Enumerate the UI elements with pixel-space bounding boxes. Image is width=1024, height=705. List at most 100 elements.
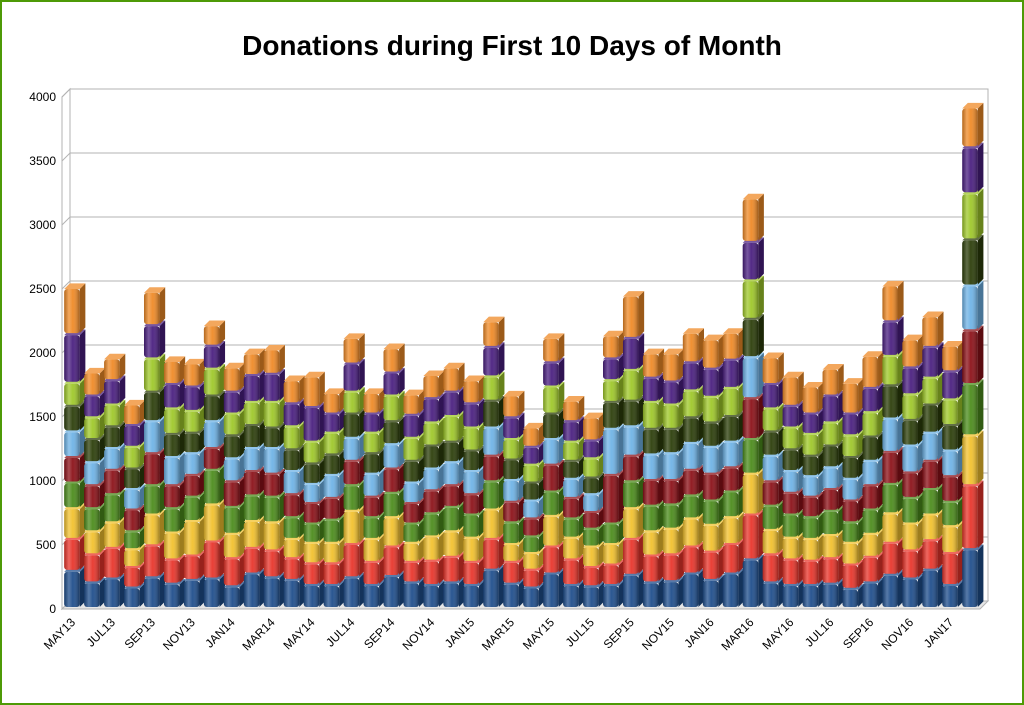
bar-segment: [822, 440, 844, 467]
bar-segment: [203, 536, 226, 578]
bar-segment: [922, 428, 944, 460]
bar-segment: [742, 393, 764, 439]
bar-segment: [762, 403, 784, 431]
bar-segment: [64, 401, 86, 431]
bar-segment: [283, 553, 305, 579]
bar-segment: [443, 552, 465, 582]
bar-segment: [762, 379, 784, 408]
bar-segment: [622, 534, 645, 574]
bar-segment: [263, 369, 285, 401]
bar-OCT14: [403, 389, 425, 607]
bar-segment: [682, 412, 705, 442]
bar-segment: [702, 547, 724, 579]
bar-segment: [822, 530, 844, 558]
bar-segment: [742, 509, 764, 559]
bar-MAY15: [543, 333, 565, 607]
bar-OCT16: [882, 280, 904, 607]
bar-segment: [84, 412, 106, 439]
bar-segment: [503, 475, 525, 501]
bar-segment: [403, 410, 425, 437]
bar-segment: [283, 421, 305, 449]
bar-segment: [802, 429, 824, 455]
bar-segment: [523, 477, 545, 500]
bar-segment: [403, 477, 425, 503]
bar-segment: [263, 422, 285, 447]
bar-segment: [403, 456, 425, 482]
x-tick-label: NOV14: [400, 615, 438, 653]
bar-segment: [443, 411, 465, 441]
bar-segment: [64, 566, 86, 607]
bar-segment: [463, 466, 485, 494]
bar-segment: [802, 534, 824, 560]
bar-segment: [423, 370, 445, 398]
bar-segment: [842, 495, 864, 522]
bar-segment: [642, 373, 665, 401]
bar-segment: [523, 422, 545, 446]
y-axis: 0 500 1000 1500 2000 2500 3000 3500 4000: [29, 90, 63, 616]
bar-segment: [942, 341, 964, 371]
bar-segment: [662, 376, 685, 404]
bar-segment: [144, 287, 166, 325]
bar-segment: [463, 489, 485, 514]
bar-segment: [84, 367, 106, 395]
bar-segment: [483, 396, 505, 427]
bar-segment: [104, 399, 126, 426]
bar-segment: [642, 424, 665, 454]
bar-segment: [163, 480, 186, 508]
chart-title: Donations during First 10 Days of Month: [242, 30, 782, 61]
bar-segment: [303, 437, 325, 463]
bar-segment: [922, 399, 944, 432]
bar-segment: [323, 538, 345, 563]
x-tick-label: JUL15: [563, 615, 598, 650]
bar-segment: [243, 348, 265, 375]
bar-segment: [363, 469, 385, 496]
bar-segment: [163, 527, 186, 559]
bar-segment: [942, 445, 964, 476]
bar-JAN15: [463, 375, 485, 607]
bar-segment: [782, 533, 804, 559]
x-tick-label: SEP13: [122, 615, 159, 652]
bar-segment: [483, 504, 505, 538]
bar-segment: [922, 373, 944, 404]
bar-segment: [443, 437, 465, 462]
bar-segment: [603, 353, 625, 380]
bar-segment: [183, 448, 206, 474]
bar-segment: [942, 366, 964, 399]
bar-segment: [443, 480, 465, 506]
bar-segment: [64, 452, 86, 482]
bar-segment: [124, 562, 146, 587]
bar-segment: [483, 534, 505, 569]
bar-segment: [104, 573, 126, 607]
bar-segment: [742, 434, 764, 473]
bar-segment: [503, 434, 525, 459]
bar-segment: [802, 580, 824, 607]
bar-segment: [563, 493, 585, 518]
bar-segment: [443, 457, 465, 485]
bar-segment: [223, 581, 246, 607]
bar-segment: [64, 477, 86, 508]
bar-segment: [642, 526, 665, 555]
bar-segment: [64, 503, 86, 538]
bar-segment: [64, 534, 86, 570]
bar-segment: [882, 413, 904, 451]
x-tick-label: JAN14: [202, 615, 238, 651]
bar-segment: [243, 543, 265, 573]
bar-segment: [263, 545, 285, 577]
bar-segment: [84, 457, 106, 485]
bar-segment: [962, 280, 984, 330]
bar-segment: [682, 490, 705, 518]
bar-segment: [323, 428, 345, 454]
bar-segment: [463, 375, 485, 403]
bar-segment: [343, 480, 365, 510]
bar-segment: [583, 581, 605, 607]
bar-segment: [423, 393, 445, 422]
bar-segment: [742, 237, 764, 280]
bar-segment: [702, 334, 724, 368]
bar-segment: [862, 577, 884, 607]
bar-segment: [243, 516, 265, 547]
bar-segment: [722, 411, 744, 441]
bar-segment: [84, 526, 106, 554]
bar-segment: [543, 541, 565, 573]
bar-segment: [183, 358, 206, 386]
bar-segment: [782, 580, 804, 607]
